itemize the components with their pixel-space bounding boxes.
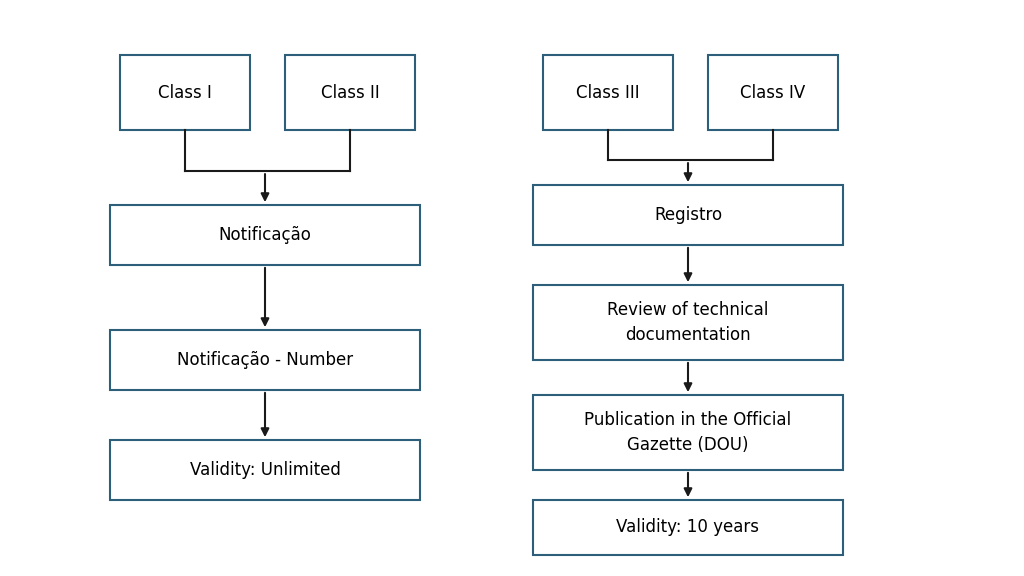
Bar <box>708 55 838 130</box>
Text: Class II: Class II <box>321 84 379 101</box>
Bar <box>110 330 420 390</box>
Text: Notificação: Notificação <box>218 226 311 244</box>
Bar <box>110 440 420 500</box>
Bar <box>534 185 843 245</box>
Text: Registro: Registro <box>654 206 722 224</box>
Bar <box>534 285 843 360</box>
Bar <box>285 55 415 130</box>
Bar <box>534 500 843 555</box>
Text: Class III: Class III <box>577 84 640 101</box>
Bar <box>534 395 843 470</box>
Bar <box>543 55 673 130</box>
Text: Class IV: Class IV <box>740 84 806 101</box>
Text: Notificação - Number: Notificação - Number <box>177 351 353 369</box>
Bar <box>120 55 250 130</box>
Text: Review of technical
documentation: Review of technical documentation <box>607 301 769 344</box>
Text: Validity: Unlimited: Validity: Unlimited <box>189 461 340 479</box>
Text: Validity: 10 years: Validity: 10 years <box>616 518 760 536</box>
Bar <box>110 205 420 265</box>
Text: Class I: Class I <box>158 84 212 101</box>
Text: Publication in the Official
Gazette (DOU): Publication in the Official Gazette (DOU… <box>585 411 792 454</box>
